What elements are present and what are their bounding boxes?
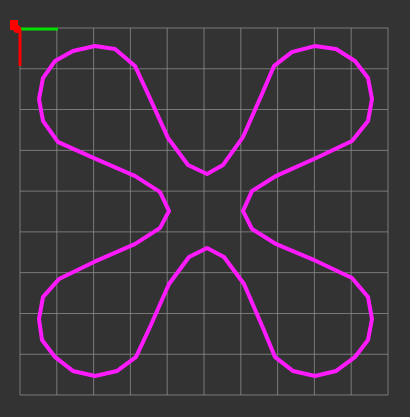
four-petal-curve[interactable] xyxy=(37,44,374,378)
origin-marker-icon xyxy=(10,20,18,30)
reference-grid xyxy=(19,27,389,396)
axis-gizmo xyxy=(10,20,58,66)
